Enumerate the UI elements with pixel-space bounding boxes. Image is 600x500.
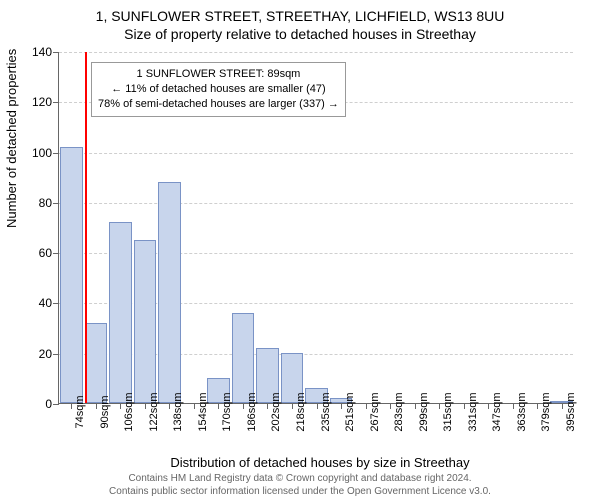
x-tick-label: 106sqm bbox=[123, 392, 135, 431]
plot-area: 1 SUNFLOWER STREET: 89sqm ← 11% of detac… bbox=[58, 52, 573, 404]
x-axis-label: Distribution of detached houses by size … bbox=[0, 455, 600, 470]
x-tick bbox=[218, 403, 219, 409]
y-tick bbox=[53, 303, 59, 304]
x-tick-label: 283sqm bbox=[393, 392, 405, 431]
x-tick bbox=[267, 403, 268, 409]
footer-line: Contains HM Land Registry data © Crown c… bbox=[0, 472, 600, 485]
x-tick bbox=[71, 403, 72, 409]
x-tick-label: 138sqm bbox=[172, 392, 184, 431]
x-tick-label: 218sqm bbox=[295, 392, 307, 431]
x-tick-label: 347sqm bbox=[491, 392, 503, 431]
x-tick-label: 235sqm bbox=[320, 392, 332, 431]
y-tick bbox=[53, 253, 59, 254]
grid-line bbox=[59, 153, 573, 154]
footer-line: Contains public sector information licen… bbox=[0, 485, 600, 498]
tooltip: 1 SUNFLOWER STREET: 89sqm ← 11% of detac… bbox=[91, 62, 346, 117]
y-tick bbox=[53, 203, 59, 204]
x-tick bbox=[120, 403, 121, 409]
x-tick bbox=[390, 403, 391, 409]
marker-line bbox=[85, 52, 87, 403]
x-tick-label: 154sqm bbox=[197, 392, 209, 431]
y-axis-label: Number of detached properties bbox=[4, 49, 19, 228]
bar bbox=[109, 222, 132, 403]
bar bbox=[158, 182, 181, 403]
x-tick-label: 331sqm bbox=[467, 392, 479, 431]
bar bbox=[134, 240, 157, 403]
x-tick-label: 379sqm bbox=[540, 392, 552, 431]
x-tick bbox=[562, 403, 563, 409]
x-tick bbox=[292, 403, 293, 409]
x-tick-label: 202sqm bbox=[270, 392, 282, 431]
y-tick-label: 100 bbox=[28, 146, 52, 160]
y-tick-label: 120 bbox=[28, 95, 52, 109]
y-tick-label: 80 bbox=[28, 196, 52, 210]
x-tick bbox=[341, 403, 342, 409]
y-tick-label: 40 bbox=[28, 296, 52, 310]
y-tick bbox=[53, 153, 59, 154]
bar bbox=[85, 323, 108, 403]
y-tick bbox=[53, 52, 59, 53]
x-tick bbox=[194, 403, 195, 409]
grid-line bbox=[59, 203, 573, 204]
x-tick-label: 251sqm bbox=[344, 392, 356, 431]
y-tick bbox=[53, 354, 59, 355]
x-tick bbox=[317, 403, 318, 409]
x-tick bbox=[169, 403, 170, 409]
tooltip-line: 78% of semi-detached houses are larger (… bbox=[98, 97, 339, 112]
x-tick-label: 90sqm bbox=[99, 395, 111, 428]
x-tick bbox=[537, 403, 538, 409]
x-tick-label: 122sqm bbox=[148, 392, 160, 431]
page-subtitle: Size of property relative to detached ho… bbox=[0, 26, 600, 42]
x-tick bbox=[513, 403, 514, 409]
y-tick bbox=[53, 404, 59, 405]
x-tick-label: 186sqm bbox=[246, 392, 258, 431]
x-tick-label: 299sqm bbox=[418, 392, 430, 431]
x-tick-label: 170sqm bbox=[221, 392, 233, 431]
footer: Contains HM Land Registry data © Crown c… bbox=[0, 472, 600, 498]
y-tick bbox=[53, 102, 59, 103]
y-tick-label: 60 bbox=[28, 246, 52, 260]
bar bbox=[60, 147, 83, 403]
x-tick-label: 395sqm bbox=[565, 392, 577, 431]
tooltip-line: ← 11% of detached houses are smaller (47… bbox=[98, 82, 339, 97]
x-tick bbox=[415, 403, 416, 409]
x-tick-label: 267sqm bbox=[369, 392, 381, 431]
x-tick-label: 363sqm bbox=[516, 392, 528, 431]
x-tick bbox=[464, 403, 465, 409]
y-tick-label: 140 bbox=[28, 45, 52, 59]
x-tick bbox=[439, 403, 440, 409]
x-tick bbox=[96, 403, 97, 409]
x-tick bbox=[145, 403, 146, 409]
x-tick-label: 74sqm bbox=[74, 395, 86, 428]
chart: 1 SUNFLOWER STREET: 89sqm ← 11% of detac… bbox=[58, 52, 573, 404]
grid-line bbox=[59, 52, 573, 53]
x-tick bbox=[488, 403, 489, 409]
x-tick bbox=[366, 403, 367, 409]
tooltip-line: 1 SUNFLOWER STREET: 89sqm bbox=[98, 67, 339, 82]
y-tick-label: 0 bbox=[28, 397, 52, 411]
page-title: 1, SUNFLOWER STREET, STREETHAY, LICHFIEL… bbox=[0, 8, 600, 24]
x-tick bbox=[243, 403, 244, 409]
y-tick-label: 20 bbox=[28, 347, 52, 361]
x-tick-label: 315sqm bbox=[442, 392, 454, 431]
bar bbox=[232, 313, 255, 404]
